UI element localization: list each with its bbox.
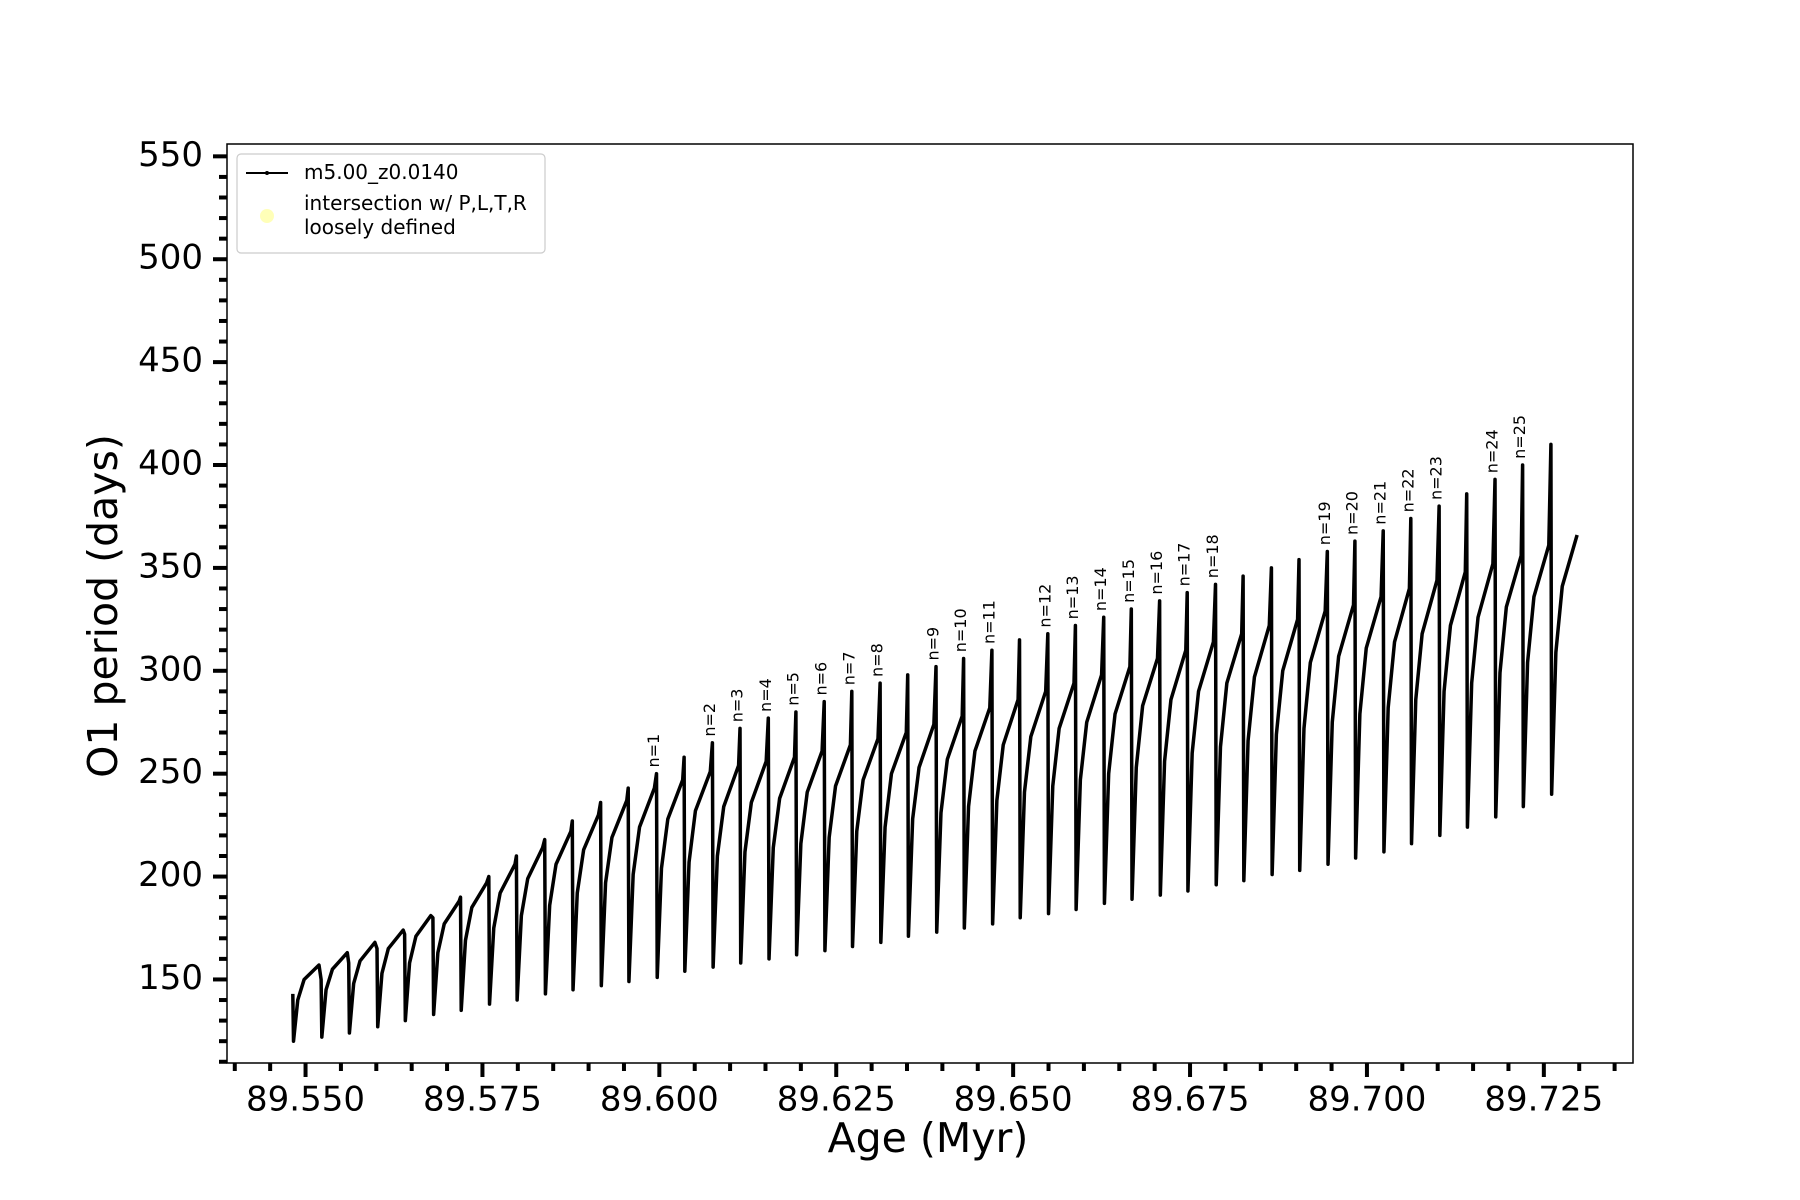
y-tick-label: 500: [138, 238, 203, 278]
y-tick-label: 350: [138, 546, 203, 586]
annotation: n=23: [1427, 456, 1446, 500]
x-axis-label: Age (Myr): [828, 1114, 1029, 1162]
legend-label-line: m5.00_z0.0140: [304, 160, 459, 184]
x-tick-label: 89.600: [600, 1080, 719, 1120]
legend-label: intersection w/ P,L,T,R loosely defined: [304, 191, 527, 239]
legend: m5.00_z0.0140 intersection w/ P,L,T,R loos…: [236, 153, 546, 254]
plot-frame: [226, 143, 1634, 1064]
annotation: n=4: [756, 678, 775, 712]
annotation: n=20: [1342, 491, 1361, 535]
legend-label-line: loosely defined: [304, 215, 456, 239]
series-line: [291, 442, 1579, 1043]
legend-label: m5.00_z0.0140: [304, 160, 459, 184]
annotation: n=7: [839, 651, 858, 685]
legend-label-line: intersection w/ P,L,T,R: [304, 191, 527, 215]
x-tick-label: 89.575: [423, 1080, 542, 1120]
annotation: n=10: [951, 608, 970, 652]
annotation: n=9: [924, 627, 943, 661]
annotation: n=14: [1091, 567, 1110, 611]
annotation: n=16: [1147, 551, 1166, 595]
annotation: n=18: [1203, 534, 1222, 578]
annotation: n=1: [644, 734, 663, 768]
annotation: n=6: [812, 662, 831, 696]
annotation: n=3: [728, 688, 747, 722]
annotation: n=13: [1063, 575, 1082, 619]
x-tick-label: 89.550: [246, 1080, 365, 1120]
x-tick-label: 89.700: [1307, 1080, 1426, 1120]
y-tick-label: 400: [138, 444, 203, 484]
annotation: n=15: [1119, 559, 1138, 603]
legend-box: [236, 153, 546, 254]
annotation: n=12: [1035, 584, 1054, 628]
annotation: n=19: [1315, 501, 1334, 545]
legend-marker: [260, 209, 274, 223]
x-tick-label: 89.650: [954, 1080, 1073, 1120]
y-tick-label: 250: [138, 752, 203, 792]
y-tick-label: 200: [138, 855, 203, 895]
annotation: n=25: [1510, 415, 1529, 459]
annotation: n=21: [1371, 481, 1390, 525]
y-tick-label: 300: [138, 649, 203, 689]
x-tick-label: 89.625: [777, 1080, 896, 1120]
annotation: n=8: [868, 643, 887, 677]
annotation: n=22: [1398, 468, 1417, 512]
annotation: n=2: [700, 703, 719, 737]
y-tick-label: 550: [138, 135, 203, 175]
x-tick-label: 89.725: [1484, 1080, 1603, 1120]
y-tick-label: 450: [138, 341, 203, 381]
annotation: n=5: [783, 672, 802, 706]
annotation: n=11: [979, 600, 998, 644]
y-axis-label: O1 period (days): [79, 434, 127, 778]
legend-marker: [265, 171, 269, 175]
x-tick-label: 89.675: [1131, 1080, 1250, 1120]
y-tick-label: 150: [138, 958, 203, 998]
annotation: n=24: [1483, 429, 1502, 473]
annotation: n=17: [1175, 543, 1194, 587]
